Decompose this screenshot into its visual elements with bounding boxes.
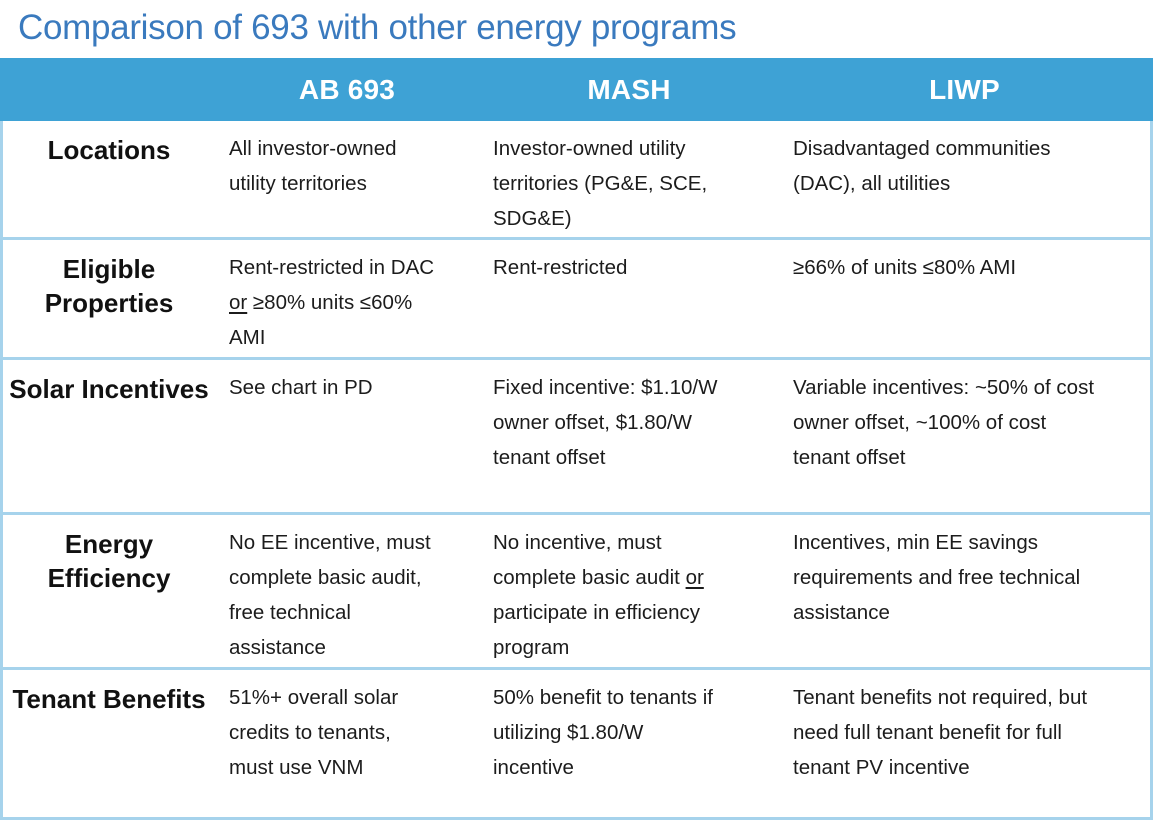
- cell-locations-ab693: All investor-owned utility territories: [229, 137, 397, 196]
- row-header-locations: Locations: [47, 135, 171, 166]
- cell-energy-liwp: Incentives, min EE savings requirements …: [793, 531, 1081, 625]
- column-header-mash: MASH: [587, 73, 671, 105]
- row-header-solar-incentives: Solar Incentives: [9, 374, 209, 405]
- table-row-solar-incentives: Solar Incentives See chart in PD Fixed i…: [3, 360, 1150, 516]
- cell-text: No incentive, must complete basic audit: [493, 531, 686, 590]
- table-row-tenant-benefits: Tenant Benefits 51%+ overall solar credi…: [3, 670, 1150, 817]
- column-header-ab693: AB 693: [298, 73, 396, 105]
- comparison-table: AB 693 MASH LIWP Locations All investor-…: [0, 58, 1153, 821]
- cell-locations-liwp: Disadvantaged communities (DAC), all uti…: [793, 137, 1051, 196]
- page-title: Comparison of 693 with other energy prog…: [18, 8, 737, 47]
- cell-solar-liwp: Variable incentives: ~50% of cost owner …: [793, 376, 1095, 470]
- table-row-locations: Locations All investor-owned utility ter…: [3, 121, 1150, 241]
- table-header-row: AB 693 MASH LIWP: [0, 58, 1153, 122]
- cell-tenant-ab693: 51%+ overall solar credits to tenants, m…: [229, 686, 399, 780]
- cell-eligible-mash: Rent-restricted: [493, 256, 628, 280]
- cell-eligible-ab693: Rent-restricted in DAC or ≥80% units ≤60…: [215, 240, 479, 357]
- cell-tenant-mash: 50% benefit to tenants if utilizing $1.8…: [493, 686, 713, 780]
- cell-tenant-liwp: Tenant benefits not required, but need f…: [793, 686, 1088, 780]
- cell-locations-mash: Investor-owned utility territories (PG&E…: [493, 137, 708, 231]
- table-row-eligible-properties: Eligible Properties Rent-restricted in D…: [3, 240, 1150, 361]
- cell-energy-mash: No incentive, must complete basic audit …: [479, 515, 779, 667]
- underlined-or: or: [685, 566, 704, 590]
- cell-text: Rent-restricted in DAC: [229, 256, 435, 280]
- table-row-energy-efficiency: Energy Efficiency No EE incentive, must …: [3, 515, 1150, 671]
- cell-text: participate in efficiency program: [493, 601, 701, 660]
- cell-solar-ab693: See chart in PD: [229, 376, 373, 400]
- underlined-or: or: [229, 291, 248, 315]
- cell-eligible-liwp: ≥66% of units ≤80% AMI: [793, 256, 1017, 280]
- row-header-eligible-properties: Eligible Properties: [44, 254, 174, 319]
- cell-text: ≥80% units ≤60% AMI: [229, 291, 413, 350]
- cell-solar-mash: Fixed incentive: $1.10/W owner offset, $…: [493, 376, 718, 470]
- row-header-tenant-benefits: Tenant Benefits: [12, 684, 206, 715]
- cell-energy-ab693: No EE incentive, must complete basic aud…: [229, 531, 431, 660]
- column-header-liwp: LIWP: [929, 73, 1000, 105]
- row-header-energy-efficiency: Energy Efficiency: [47, 529, 171, 594]
